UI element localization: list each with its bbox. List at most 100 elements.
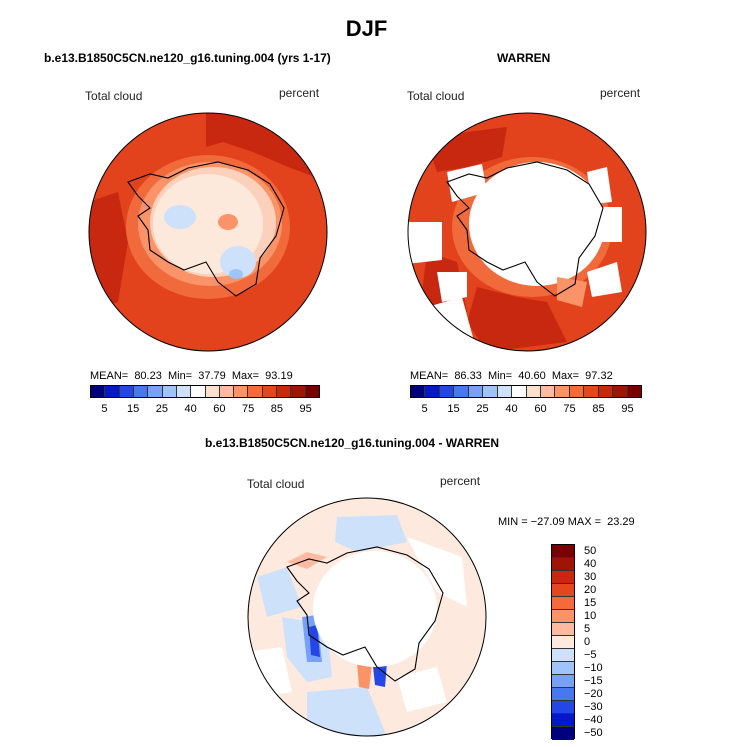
colorbar-tick-label: 60: [534, 403, 547, 415]
colorbar-swatch: [552, 688, 574, 701]
colorbar-swatch: [555, 386, 570, 397]
left-colorbar: [90, 385, 320, 398]
colorbar-swatch: [627, 386, 641, 397]
colorbar-swatch: [552, 597, 574, 610]
colorbar-swatch: [552, 649, 574, 662]
colorbar-swatch: [133, 386, 149, 397]
colorbar-swatch: [552, 610, 574, 623]
colorbar-swatch: [526, 386, 541, 397]
colorbar-swatch: [613, 386, 628, 397]
diff-colorbar-ticks: 50 40 30 20 15 10 5 0 −5 −10 −15 −20 −30 −40 −50: [584, 544, 624, 739]
colorbar-tick-label: 95: [299, 403, 312, 415]
colorbar-tick-label: −50: [584, 726, 603, 739]
colorbar-tick-label: 30: [584, 570, 597, 583]
colorbar-swatch: [483, 386, 498, 397]
diff-variable-label: Total cloud: [247, 477, 305, 491]
colorbar-swatch: [191, 386, 206, 397]
colorbar-swatch: [277, 386, 292, 397]
colorbar-tick-label: 40: [184, 403, 197, 415]
colorbar-tick-label: 5: [101, 403, 108, 415]
colorbar-swatch: [248, 386, 263, 397]
right-variable-label: Total cloud: [407, 89, 465, 103]
colorbar-tick-label: 40: [584, 557, 597, 570]
colorbar-tick-label: −10: [584, 661, 603, 674]
colorbar-tick-label: 5: [584, 622, 591, 635]
figure-title: DJF: [345, 16, 388, 41]
colorbar-tick-label: 25: [476, 403, 489, 415]
colorbar-swatch: [497, 386, 513, 397]
right-panel-title: WARREN: [497, 51, 551, 65]
colorbar-swatch: [552, 545, 574, 558]
colorbar-swatch: [552, 714, 574, 727]
colorbar-tick-label: 85: [270, 403, 283, 415]
colorbar-swatch: [219, 386, 235, 397]
colorbar-tick-label: −30: [584, 700, 603, 713]
colorbar-swatch: [552, 571, 574, 584]
colorbar-tick-label: −15: [584, 674, 603, 687]
colorbar-tick-label: 20: [584, 583, 597, 596]
left-panel-title: b.e13.B1850C5CN.ne120_g16.tuning.004 (yr…: [44, 51, 331, 65]
diff-panel-title: b.e13.B1850C5CN.ne120_g16.tuning.004 - W…: [205, 436, 500, 450]
colorbar-tick-label: 95: [621, 403, 634, 415]
left-stats: MEAN= 80.23 Min= 37.79 Max= 93.19: [90, 370, 293, 382]
colorbar-swatch: [291, 386, 306, 397]
left-variable-label: Total cloud: [85, 89, 143, 103]
colorbar-tick-label: 0: [584, 635, 591, 648]
colorbar-swatch: [552, 636, 574, 649]
colorbar-swatch: [584, 386, 599, 397]
diff-units-label: percent: [440, 474, 481, 488]
colorbar-swatch: [205, 386, 220, 397]
colorbar-swatch: [176, 386, 192, 397]
colorbar-tick-label: −40: [584, 713, 603, 726]
colorbar-tick-label: 15: [447, 403, 460, 415]
colorbar-swatch: [552, 558, 574, 571]
colorbar-swatch: [105, 386, 120, 397]
colorbar-tick-label: 60: [213, 403, 226, 415]
colorbar-tick-label: −20: [584, 687, 603, 700]
left-colorbar-ticks: 5 15 25 40 60 75 85 95: [90, 403, 320, 417]
right-colorbar-ticks: 5 15 25 40 60 75 85 95: [410, 403, 642, 417]
colorbar-swatch: [234, 386, 249, 397]
right-stats: MEAN= 86.33 Min= 40.60 Max= 97.32: [410, 370, 613, 382]
left-units-label: percent: [279, 86, 320, 100]
colorbar-swatch: [162, 386, 177, 397]
colorbar-swatch: [425, 386, 440, 397]
colorbar-tick-label: 40: [505, 403, 518, 415]
colorbar-swatch: [91, 386, 106, 397]
colorbar-tick-label: 50: [584, 544, 597, 557]
colorbar-swatch: [540, 386, 556, 397]
colorbar-swatch: [552, 584, 574, 597]
colorbar-swatch: [148, 386, 163, 397]
diff-colorbar: [551, 544, 575, 740]
colorbar-tick-label: 25: [155, 403, 168, 415]
colorbar-swatch: [262, 386, 278, 397]
colorbar-swatch: [305, 386, 319, 397]
diff-polar-map: [247, 497, 487, 737]
colorbar-swatch: [552, 675, 574, 688]
colorbar-swatch: [552, 727, 574, 740]
colorbar-tick-label: −5: [584, 648, 597, 661]
colorbar-swatch: [512, 386, 527, 397]
colorbar-swatch: [598, 386, 614, 397]
colorbar-swatch: [468, 386, 484, 397]
colorbar-tick-label: 15: [127, 403, 140, 415]
colorbar-tick-label: 75: [563, 403, 576, 415]
colorbar-swatch: [552, 623, 574, 636]
colorbar-tick-label: 75: [242, 403, 255, 415]
right-colorbar: [410, 385, 642, 398]
right-polar-map: [407, 112, 647, 352]
colorbar-tick-label: 5: [421, 403, 428, 415]
colorbar-tick-label: 10: [584, 609, 597, 622]
colorbar-swatch: [411, 386, 426, 397]
colorbar-tick-label: 85: [592, 403, 605, 415]
colorbar-swatch: [119, 386, 134, 397]
colorbar-swatch: [552, 662, 574, 675]
colorbar-tick-label: 15: [584, 596, 597, 609]
colorbar-swatch: [552, 701, 574, 714]
right-units-label: percent: [600, 86, 641, 100]
diff-stats: MIN = −27.09 MAX = 23.29: [498, 516, 635, 528]
colorbar-swatch: [454, 386, 469, 397]
colorbar-swatch: [569, 386, 585, 397]
left-polar-map: [88, 112, 328, 352]
colorbar-swatch: [439, 386, 455, 397]
